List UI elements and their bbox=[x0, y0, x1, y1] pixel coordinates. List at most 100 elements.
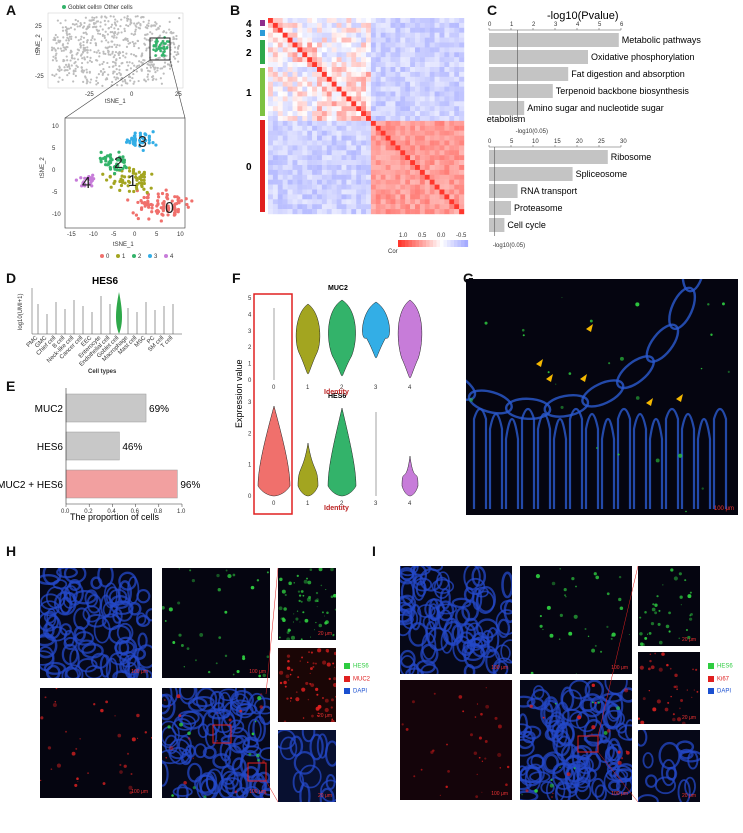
tsne-point-other bbox=[93, 38, 96, 41]
h-dapi-image: 100 μm bbox=[40, 568, 152, 678]
tsne-point-cluster-1 bbox=[142, 181, 146, 186]
cluster-label-1: 1 bbox=[128, 173, 137, 190]
f-xtick: 2 bbox=[340, 385, 344, 391]
tsne-point-other bbox=[87, 25, 90, 28]
tsne-point-other bbox=[80, 61, 84, 65]
c-axis-tick: 15 bbox=[554, 139, 561, 145]
tsne-point-other bbox=[55, 42, 58, 45]
tsne-point-cluster-3 bbox=[144, 133, 148, 137]
tsne-point-other bbox=[82, 36, 86, 39]
top-xlabel: tSNE_1 bbox=[105, 99, 126, 105]
tsne-top-xtick: -25 bbox=[85, 92, 94, 98]
e-xtick: 0.0 bbox=[61, 509, 70, 515]
tsne-point-other bbox=[163, 61, 167, 64]
tsne-point-other bbox=[137, 46, 140, 50]
tsne-point-other bbox=[130, 32, 133, 35]
tsne-point-cluster-4 bbox=[91, 173, 95, 177]
tsne-point-other bbox=[133, 44, 136, 48]
tsne-point-other bbox=[95, 83, 98, 86]
panel-f-violin: Expression value MUC2 HES6 5 4 3 2 1 0 0 1 2 3 4 Id… bbox=[234, 285, 423, 515]
i-ki67-image: 100 μm bbox=[400, 680, 512, 800]
tsne-point-cluster-0 bbox=[166, 213, 170, 217]
tsne-point-other bbox=[59, 22, 62, 25]
enrichment-bar bbox=[489, 84, 553, 98]
tsne-point-other bbox=[58, 76, 61, 79]
proportion-value: 96% bbox=[180, 480, 200, 491]
tsne-point-other bbox=[129, 18, 132, 21]
tsne-point-other bbox=[106, 33, 110, 36]
c-axis-tick: 3 bbox=[554, 22, 558, 28]
tsne-point-cluster-2 bbox=[99, 160, 103, 164]
c-axis-tick: 1 bbox=[510, 22, 514, 28]
tsne-point-other bbox=[80, 70, 84, 73]
enrichment-bar bbox=[489, 33, 619, 47]
tsne-point-other bbox=[165, 54, 168, 57]
tsne-point-other bbox=[177, 44, 181, 47]
cell-type-label: PC bbox=[146, 335, 157, 346]
tsne-point-other bbox=[108, 65, 111, 69]
cluster-label-3: 3 bbox=[138, 134, 147, 151]
tsne-point-other bbox=[70, 54, 74, 57]
tsne-point-other bbox=[143, 43, 147, 46]
cluster-label-2: 2 bbox=[114, 155, 123, 172]
tsne-point-cluster-0 bbox=[143, 204, 147, 208]
c-axis-tick: 2 bbox=[532, 22, 536, 28]
tsne-point-other bbox=[62, 46, 65, 49]
proportion-bar-0 bbox=[65, 393, 147, 423]
tsne-point-other bbox=[140, 69, 143, 72]
f-xtick: 4 bbox=[408, 501, 412, 507]
f-xtick: 4 bbox=[408, 385, 412, 391]
tsne-point-other bbox=[66, 65, 69, 68]
tsne-point-other bbox=[71, 23, 75, 26]
heat-legend-tick: 0.5 bbox=[418, 233, 427, 239]
tsne-point-other bbox=[70, 37, 73, 41]
tsne-point-other bbox=[162, 72, 165, 75]
tsne-point-other bbox=[91, 35, 94, 38]
tsne-point-other bbox=[115, 36, 118, 39]
tsne-point-other bbox=[61, 44, 64, 47]
tsne-top-ytick: 0 bbox=[35, 49, 39, 55]
e-xtick: 0.6 bbox=[131, 509, 140, 515]
arrowhead-icon bbox=[536, 359, 543, 367]
tsne-point-other bbox=[158, 56, 161, 59]
tsne-point-cluster-1 bbox=[109, 185, 113, 189]
tsne-point-other bbox=[100, 40, 103, 43]
tsne-point-other bbox=[151, 75, 154, 79]
panel-label-c: C bbox=[487, 2, 498, 18]
tsne-point-other bbox=[55, 52, 58, 55]
tsne-point-other bbox=[51, 59, 55, 62]
tsne-point-other bbox=[95, 16, 98, 19]
tsne-point-other bbox=[90, 19, 93, 22]
legend-swatch-1 bbox=[116, 254, 120, 258]
tsne-point-other bbox=[107, 73, 110, 76]
tsne-bot-xtick: 10 bbox=[177, 232, 184, 238]
tsne-point-other bbox=[143, 78, 146, 81]
tsne-point-other bbox=[177, 60, 180, 63]
enrichment-bar bbox=[489, 218, 505, 232]
tsne-point-other bbox=[126, 19, 129, 22]
tsne-point-other bbox=[176, 47, 180, 50]
tsne-point-other bbox=[113, 34, 116, 37]
g-scale-bar: 100 μm bbox=[713, 506, 734, 512]
tsne-point-other bbox=[60, 49, 63, 52]
tsne-bot-ytick: 10 bbox=[52, 124, 59, 130]
tsne-point-cluster-2 bbox=[113, 171, 117, 176]
heatmap-group-label-4: 0 bbox=[246, 162, 252, 173]
tsne-point-other bbox=[168, 28, 171, 31]
tsne-point-other bbox=[114, 78, 117, 81]
enrichment-bar bbox=[489, 101, 525, 115]
tsne-point-other bbox=[54, 48, 57, 51]
tsne-point-goblet bbox=[159, 47, 162, 50]
panel-a-tsne: Goblet cells Other cells tSNE_2 tSNE_1 -… bbox=[35, 5, 194, 260]
panel-label-d: D bbox=[6, 270, 17, 286]
tsne-point-other bbox=[126, 68, 129, 72]
h-zoom-muc2: 20 μm bbox=[278, 648, 336, 722]
tsne-point-other bbox=[66, 74, 69, 77]
tsne-point-cluster-1 bbox=[119, 183, 124, 188]
tsne-point-other bbox=[173, 57, 177, 60]
cluster-label-0: 0 bbox=[165, 200, 174, 217]
tsne-point-cluster-0 bbox=[126, 198, 130, 202]
tsne-point-cluster-1 bbox=[127, 189, 132, 193]
tsne-point-cluster-3 bbox=[151, 130, 155, 134]
tsne-point-goblet bbox=[162, 42, 166, 45]
